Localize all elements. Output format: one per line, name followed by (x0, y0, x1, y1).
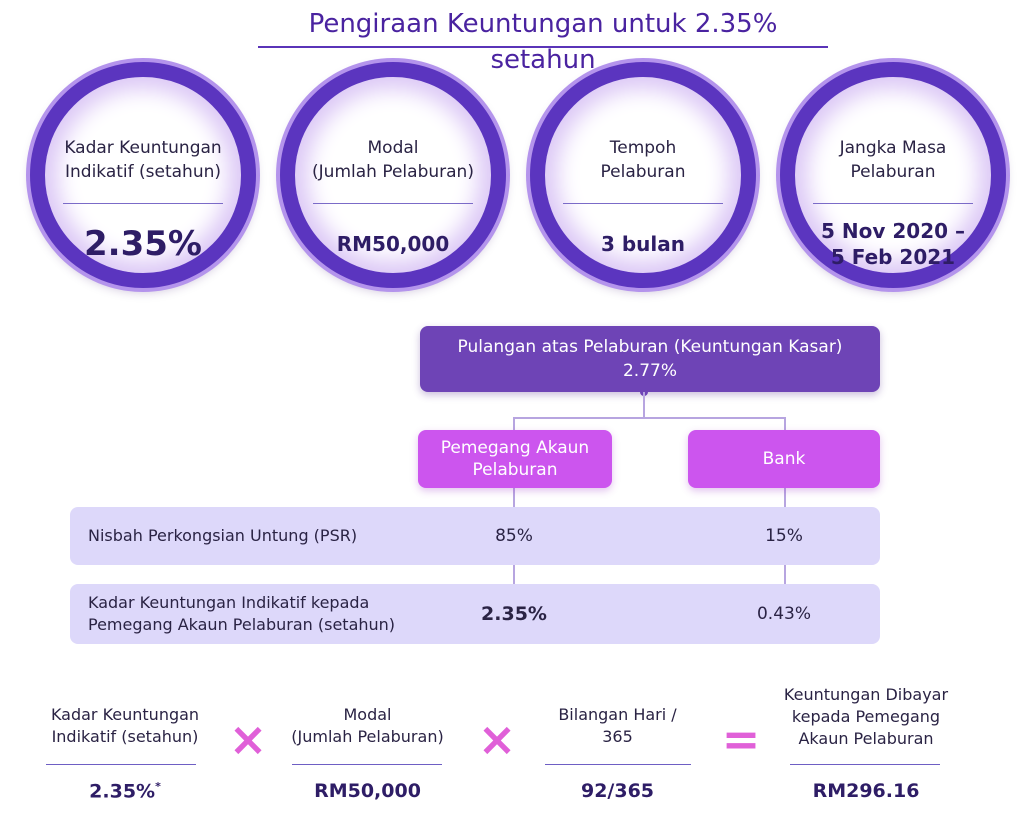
account-holder-box: Pemegang Akaun Pelaburan (418, 430, 612, 488)
circle-label-line: (Jumlah Pelaburan) (312, 162, 474, 182)
formula-days-value: 92/365 (580, 780, 655, 802)
formula-profit-value: RM296.16 (812, 780, 920, 802)
rate-row-label: Kadar Keuntungan Indikatif kepada Pemega… (88, 584, 395, 644)
period-end: 5 Feb 2021 (830, 245, 956, 269)
formula-label-line: Indikatif (setahun) (51, 727, 199, 746)
capital-circle: Modal (Jumlah Pelaburan) RM50,000 (280, 62, 506, 288)
psr-row: Nisbah Perkongsian Untung (PSR) 85% 15% (70, 507, 880, 565)
circle-divider (63, 203, 223, 204)
circle-label: Jangka Masa Pelaburan (809, 123, 977, 197)
circle-value: 2.35% (84, 224, 202, 264)
equals-icon: = (721, 712, 761, 766)
account-holder-label: Pemegang Akaun (440, 438, 590, 458)
rate-bank-value: 0.43% (756, 604, 811, 624)
account-holder-label: Pelaburan (472, 460, 558, 480)
rate-holder-value: 2.35% (481, 603, 547, 625)
investment-period-circle: Jangka Masa Pelaburan 5 Nov 2020 –5 Feb 2… (780, 62, 1006, 288)
formula-label-line: 365 (602, 727, 633, 746)
bank-label: Bank (762, 449, 806, 469)
indicative-rate-circle: Kadar Keuntungan Indikatif (setahun) 2.35… (30, 62, 256, 288)
circle-divider (563, 203, 723, 204)
formula-days-label: Bilangan Hari / 365 (530, 704, 705, 748)
circle-divider (813, 203, 973, 204)
connector-line (784, 417, 786, 431)
rate-row-label-line: Kadar Keuntungan Indikatif kepada (88, 593, 370, 612)
psr-label-text: Nisbah Perkongsian Untung (PSR) (88, 526, 358, 545)
formula-divider (292, 764, 442, 765)
circle-label-line: Indikatif (setahun) (64, 162, 222, 182)
connector-line (513, 417, 515, 431)
rate-row-label-line: Pemegang Akaun Pelaburan (setahun) (88, 615, 396, 634)
circle-label-line: Jangka Masa (839, 138, 947, 158)
formula-label-line: Modal (343, 705, 392, 724)
period-start: 5 Nov 2020 – (821, 219, 965, 243)
formula-label-line: kepada Pemegang (791, 707, 941, 726)
indicative-rate-row: Kadar Keuntungan Indikatif kepada Pemega… (70, 584, 880, 644)
circle-value: 5 Nov 2020 –5 Feb 2021 (803, 209, 983, 279)
bank-box: Bank (688, 430, 880, 488)
connector-line (643, 392, 645, 418)
formula-rate-value: 2.35%* (30, 780, 220, 802)
page-title: Pengiraan Keuntungan untuk 2.35% setahun (258, 6, 828, 75)
formula-label-line: Akaun Pelaburan (798, 729, 934, 748)
connector-line (513, 417, 785, 419)
circle-value: 3 bulan (600, 232, 686, 256)
gross-return-value: 2.77% (622, 361, 677, 381)
formula-rate-value-text: 2.35% (89, 780, 156, 803)
formula-label-line: Bilangan Hari / (558, 705, 677, 724)
gross-return-box: Pulangan atas Pelaburan (Keuntungan Kasa… (420, 326, 880, 392)
circle-label-line: Pelaburan (600, 162, 686, 182)
gross-return-label: Pulangan atas Pelaburan (Keuntungan Kasa… (457, 337, 843, 357)
circle-label-line: Modal (367, 138, 419, 158)
formula-label-line: (Jumlah Pelaburan) (291, 727, 444, 746)
circle-label: Tempoh Pelaburan (559, 123, 727, 197)
psr-label: Nisbah Perkongsian Untung (PSR) (88, 507, 357, 565)
circle-label: Kadar Keuntungan Indikatif (setahun) (59, 123, 227, 197)
formula-profit-label: Keuntungan Dibayar kepada Pemegang Akaun P… (770, 684, 962, 750)
circle-value: RM50,000 (336, 232, 450, 256)
formula-capital-value: RM50,000 (314, 780, 421, 802)
formula-divider (790, 764, 940, 765)
psr-bank-value: 15% (765, 526, 803, 546)
circle-label-line: Kadar Keuntungan (64, 138, 222, 158)
formula-capital-label: Modal (Jumlah Pelaburan) (275, 704, 460, 748)
multiply-icon: × (228, 712, 268, 766)
circle-label-line: Pelaburan (850, 162, 936, 182)
formula-label-line: Kadar Keuntungan (50, 705, 200, 724)
circle-label-line: Tempoh (609, 138, 677, 158)
formula-divider (545, 764, 691, 765)
circle-divider (313, 203, 473, 204)
circle-label: Modal (Jumlah Pelaburan) (309, 123, 477, 197)
formula-label-line: Keuntungan Dibayar (783, 685, 949, 704)
footnote-marker: * (155, 780, 161, 793)
formula-divider (46, 764, 196, 765)
formula-rate-label: Kadar Keuntungan Indikatif (setahun) (30, 704, 220, 748)
psr-holder-value: 85% (495, 526, 533, 546)
multiply-icon: × (477, 712, 517, 766)
tenure-circle: Tempoh Pelaburan 3 bulan (530, 62, 756, 288)
